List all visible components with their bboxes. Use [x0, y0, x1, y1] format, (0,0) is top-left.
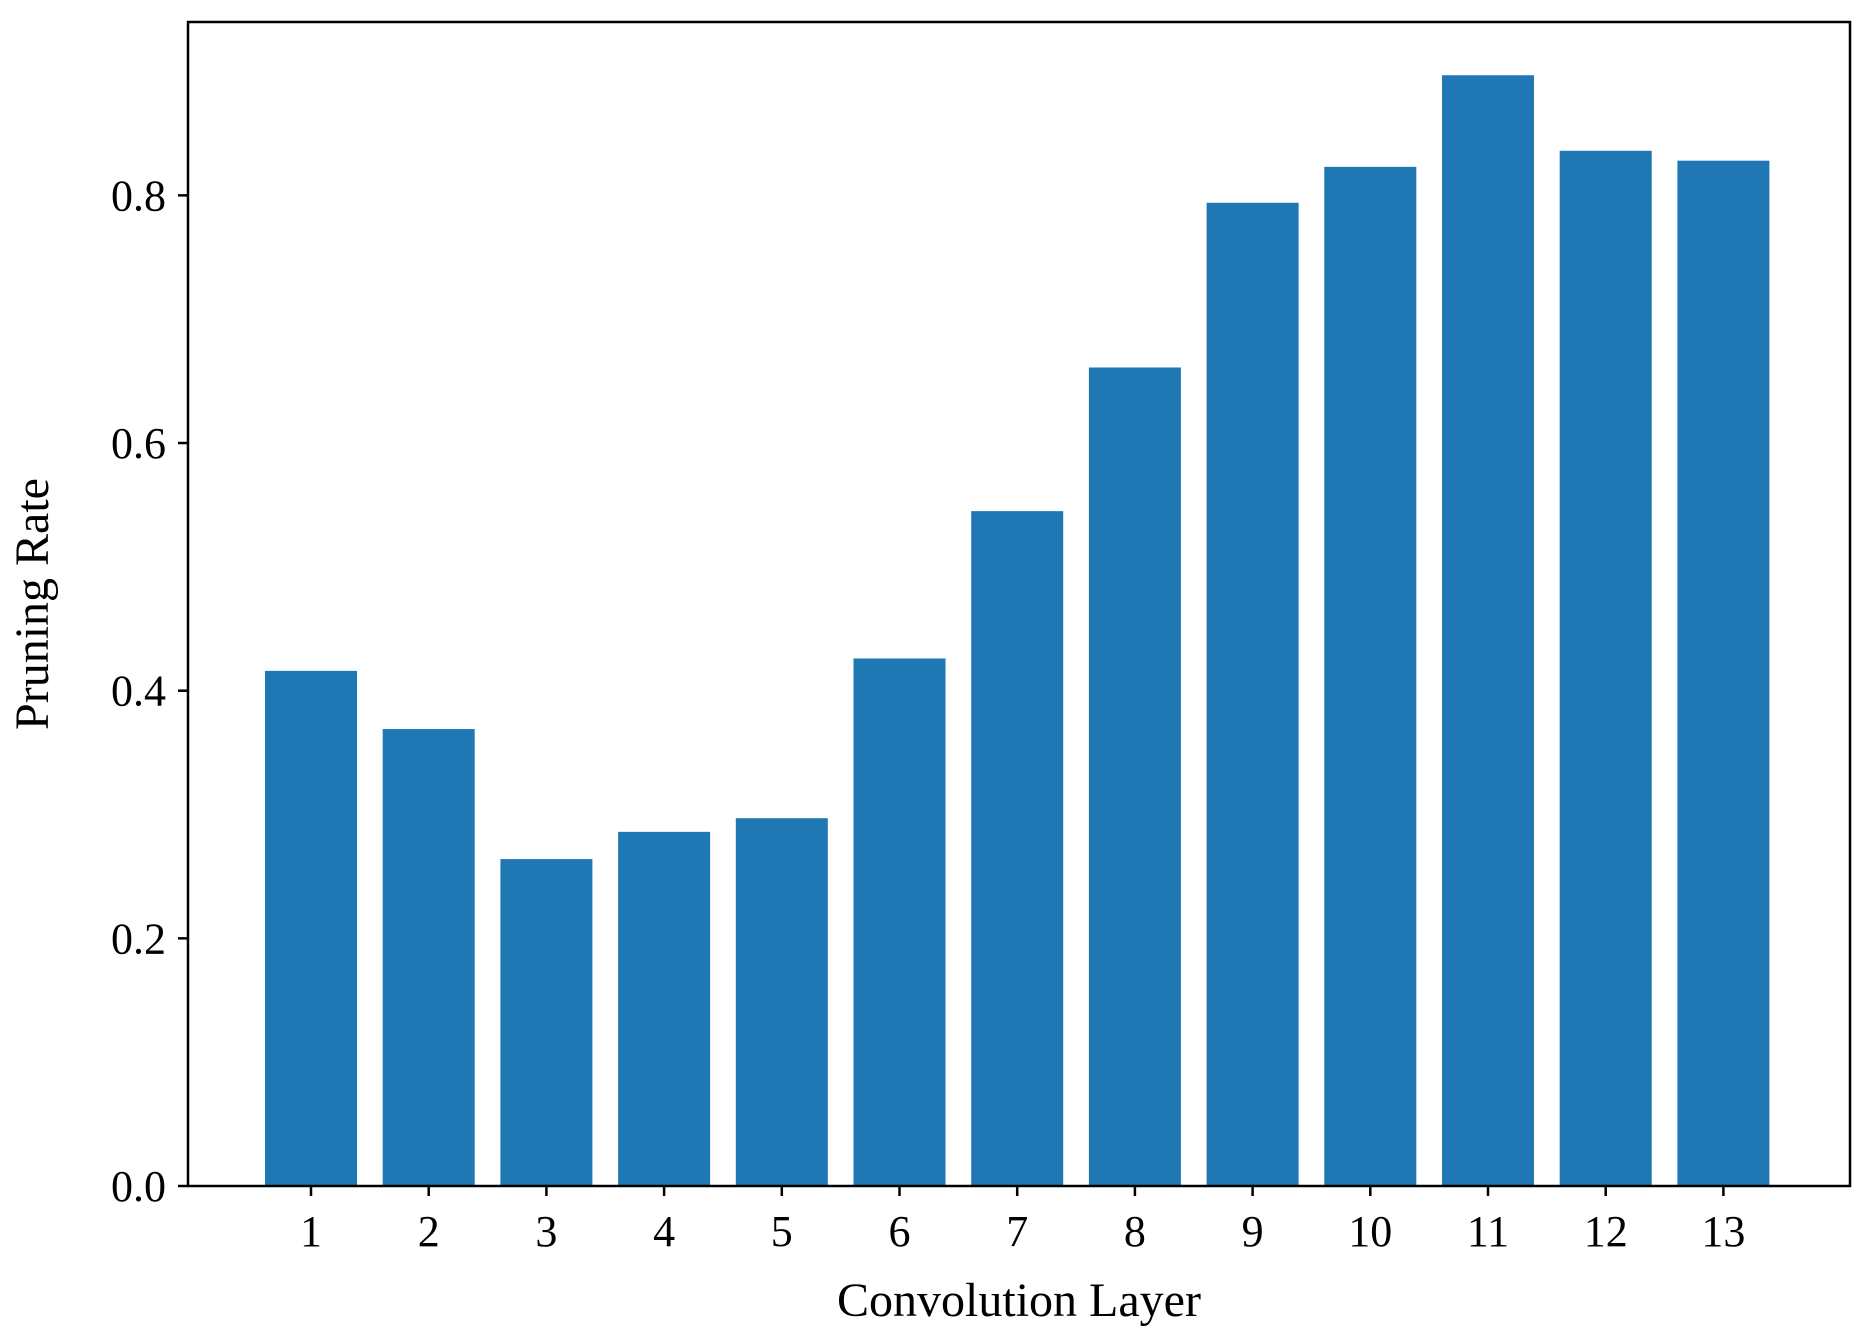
x-tick-label: 9 [1242, 1207, 1264, 1256]
bar-layer-9 [1206, 202, 1299, 1186]
bar-layer-6 [853, 658, 946, 1186]
x-axis-title: Convolution Layer [837, 1274, 1201, 1327]
x-tick-label: 8 [1124, 1207, 1146, 1256]
x-tick-label: 7 [1006, 1207, 1028, 1256]
x-tick-label: 1 [300, 1207, 322, 1256]
y-tick-label: 0.4 [111, 667, 166, 716]
y-tick-label: 0.6 [111, 419, 166, 468]
plot-frame [186, 20, 1852, 1188]
x-tick-label: 10 [1348, 1207, 1392, 1256]
bar-layer-5 [735, 818, 828, 1186]
bar-layer-2 [382, 729, 475, 1186]
x-tick-label: 12 [1584, 1207, 1628, 1256]
y-tick-label: 0.0 [111, 1162, 166, 1211]
y-tick-label: 0.8 [111, 171, 166, 220]
x-tick-label: 11 [1467, 1207, 1509, 1256]
bar-layer-4 [618, 831, 711, 1186]
bar-layer-8 [1088, 367, 1181, 1186]
bar-layer-13 [1677, 160, 1770, 1187]
x-tick-label: 2 [418, 1207, 440, 1256]
bar-layer-11 [1442, 75, 1534, 1186]
x-tick-label: 13 [1701, 1207, 1745, 1256]
y-axis: 0.0 0.2 0.4 0.6 0.8 [111, 171, 188, 1211]
bar-layer-12 [1559, 150, 1652, 1187]
bar-layer-10 [1324, 166, 1417, 1186]
x-tick-label: 4 [653, 1207, 675, 1256]
x-tick-label: 5 [771, 1207, 793, 1256]
x-axis: 1 2 3 4 5 6 7 8 9 10 11 12 13 [300, 1186, 1745, 1256]
bar-group [265, 75, 1770, 1187]
x-tick-label: 6 [889, 1207, 911, 1256]
y-axis-title: Pruning Rate [6, 478, 59, 730]
bar-layer-1 [265, 670, 357, 1186]
y-tick-label: 0.2 [111, 914, 166, 963]
bar-layer-3 [500, 859, 593, 1186]
bar-layer-7 [971, 511, 1064, 1186]
x-tick-label: 3 [535, 1207, 557, 1256]
